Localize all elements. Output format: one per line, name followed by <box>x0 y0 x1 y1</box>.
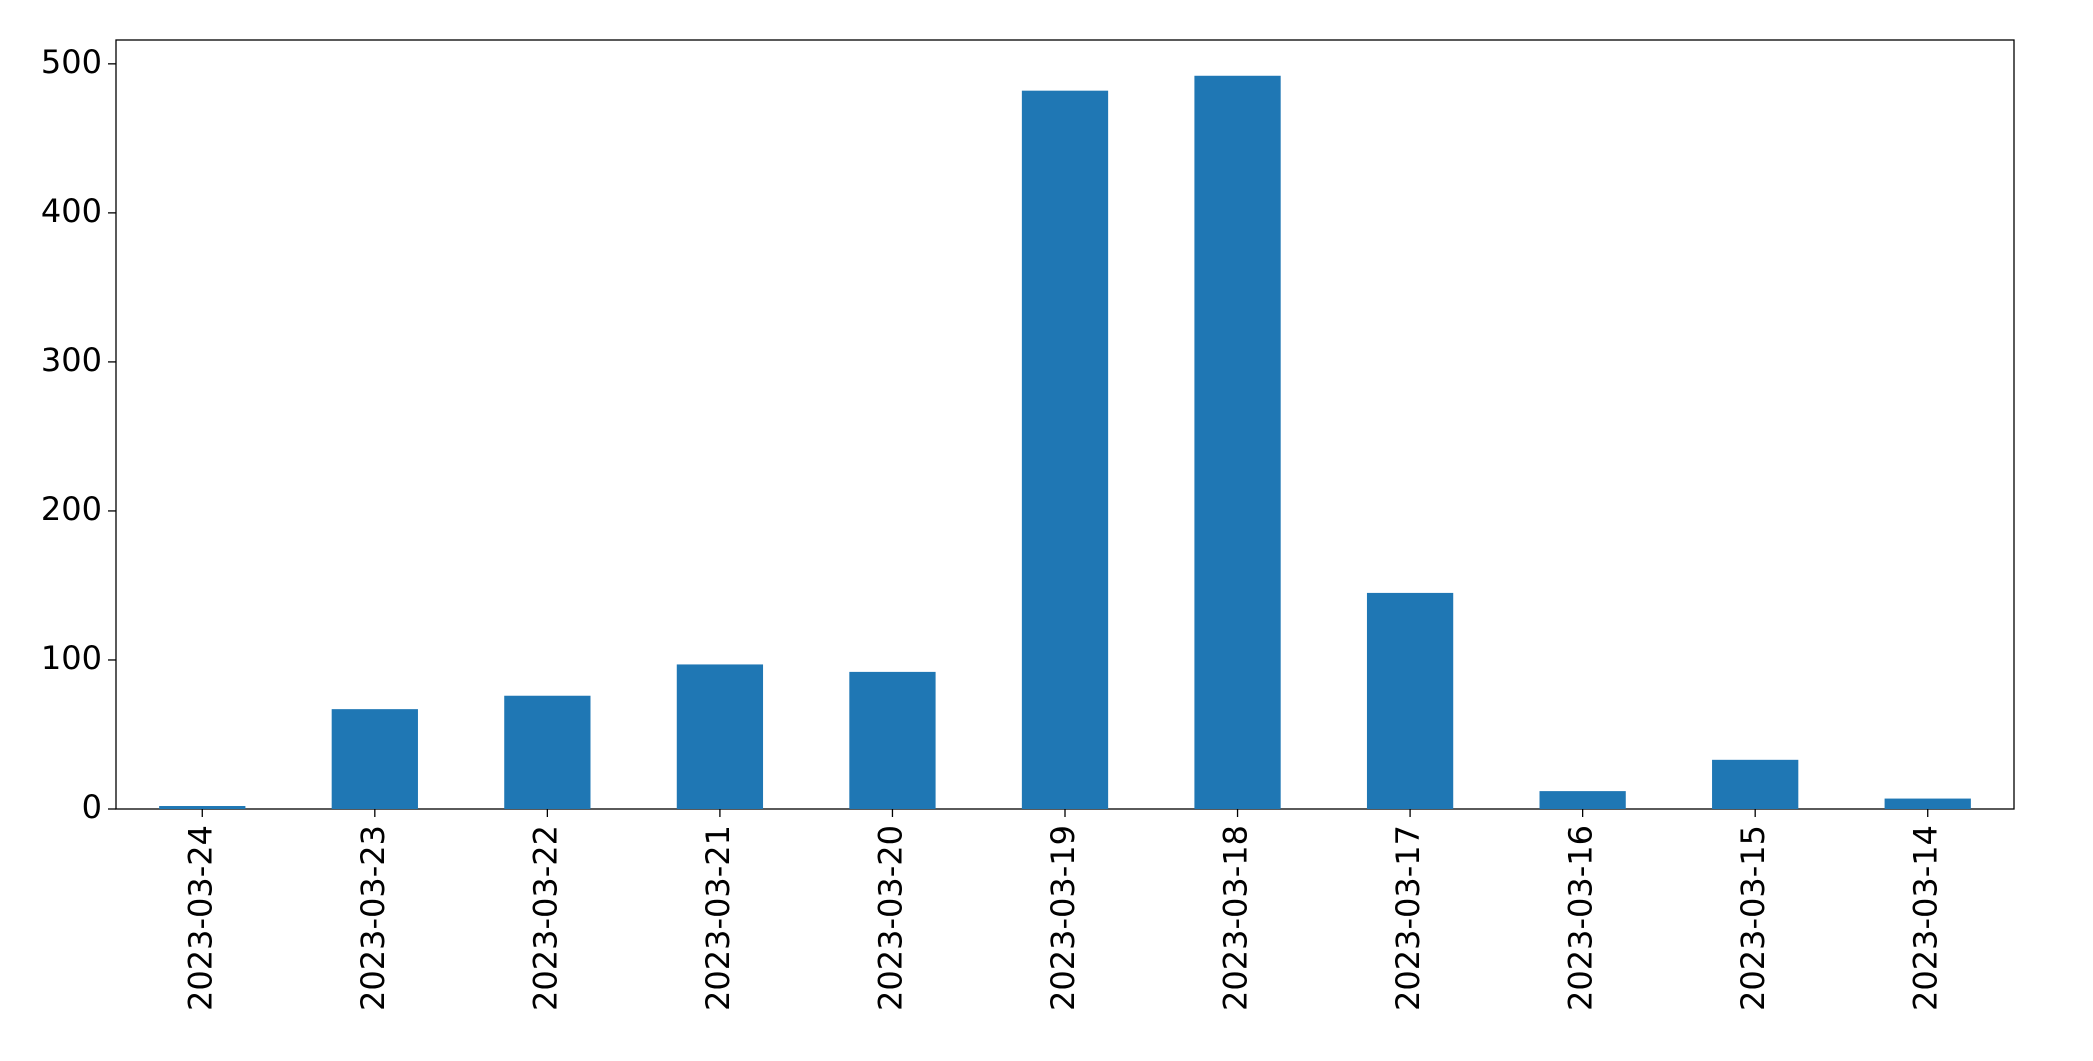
y-tick-label: 100 <box>41 639 102 677</box>
bar <box>849 671 936 809</box>
x-tick-label: 2023-03-16 <box>1562 825 1600 1011</box>
x-tick-label: 2023-03-14 <box>1907 825 1945 1011</box>
bar <box>1539 791 1626 809</box>
bar <box>159 806 246 809</box>
x-tick-label: 2023-03-24 <box>181 825 219 1011</box>
x-tick-label: 2023-03-23 <box>354 825 392 1011</box>
bar <box>1366 592 1454 809</box>
x-tick-label: 2023-03-15 <box>1734 825 1772 1011</box>
bar <box>1194 75 1281 809</box>
y-tick-label: 300 <box>41 341 102 379</box>
x-tick-label: 2023-03-17 <box>1389 825 1427 1011</box>
x-tick-label: 2023-03-21 <box>699 825 737 1011</box>
bar <box>1021 90 1109 810</box>
x-tick-label: 2023-03-19 <box>1044 825 1082 1011</box>
bar <box>1884 798 1971 809</box>
bar <box>676 664 764 809</box>
x-tick-label: 2023-03-22 <box>526 825 564 1011</box>
y-tick-label: 500 <box>41 43 102 81</box>
x-tick-label: 2023-03-18 <box>1217 825 1255 1011</box>
bar <box>1712 759 1799 809</box>
bar <box>331 709 418 809</box>
y-tick-label: 200 <box>41 490 102 528</box>
x-tick-label: 2023-03-20 <box>871 825 909 1011</box>
y-tick-label: 400 <box>41 192 102 230</box>
y-tick-label: 0 <box>82 788 102 826</box>
bar <box>504 695 591 809</box>
